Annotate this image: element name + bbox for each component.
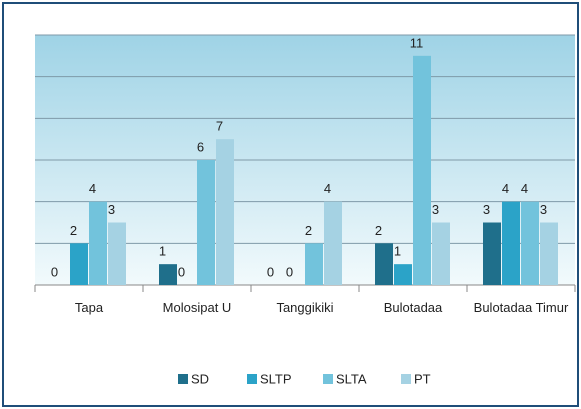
data-label: 0 [286,264,293,279]
legend-label: SLTP [260,371,292,386]
legend-label: PT [414,371,431,386]
data-label: 3 [432,202,439,217]
data-label: 3 [108,202,115,217]
bar [375,243,393,285]
data-label: 0 [51,264,58,279]
data-label: 2 [375,223,382,238]
data-label: 0 [267,264,274,279]
bar [502,201,520,285]
legend-label: SD [191,371,209,386]
data-label: 7 [216,119,223,134]
x-tick-label: Molosipat U [162,300,232,315]
legend-label: SLTA [336,371,367,386]
bar [108,222,126,285]
bar [540,222,558,285]
bar [483,222,501,285]
data-label: 4 [502,181,509,196]
bar [521,201,539,285]
legend-swatch [401,374,411,384]
data-label: 0 [178,264,185,279]
bar [70,243,88,285]
data-label: 3 [483,202,490,217]
x-tick-label: Tanggikiki [276,300,334,315]
x-tick-label: Bulotadaa Timur [473,300,569,315]
data-label: 4 [324,181,331,196]
bar [324,201,342,285]
x-tick-label: Bulotadaa [383,300,443,315]
bar [432,222,450,285]
bar [89,201,107,285]
data-label: 11 [410,35,424,50]
bar [159,264,177,285]
data-label: 6 [197,139,204,154]
data-label: 1 [394,244,401,259]
legend-swatch [178,374,188,384]
legend-swatch [323,374,333,384]
data-label: 2 [70,223,77,238]
x-tick-label: Tapa [74,300,104,315]
data-label: 4 [89,181,96,196]
bar [394,264,412,285]
bar [216,139,234,285]
data-label: 2 [305,223,312,238]
data-label: 4 [521,181,528,196]
bar [197,160,215,285]
data-label: 3 [540,202,547,217]
bar [305,243,323,285]
legend-swatch [247,374,257,384]
bar [413,55,431,286]
data-label: 1 [159,244,166,259]
